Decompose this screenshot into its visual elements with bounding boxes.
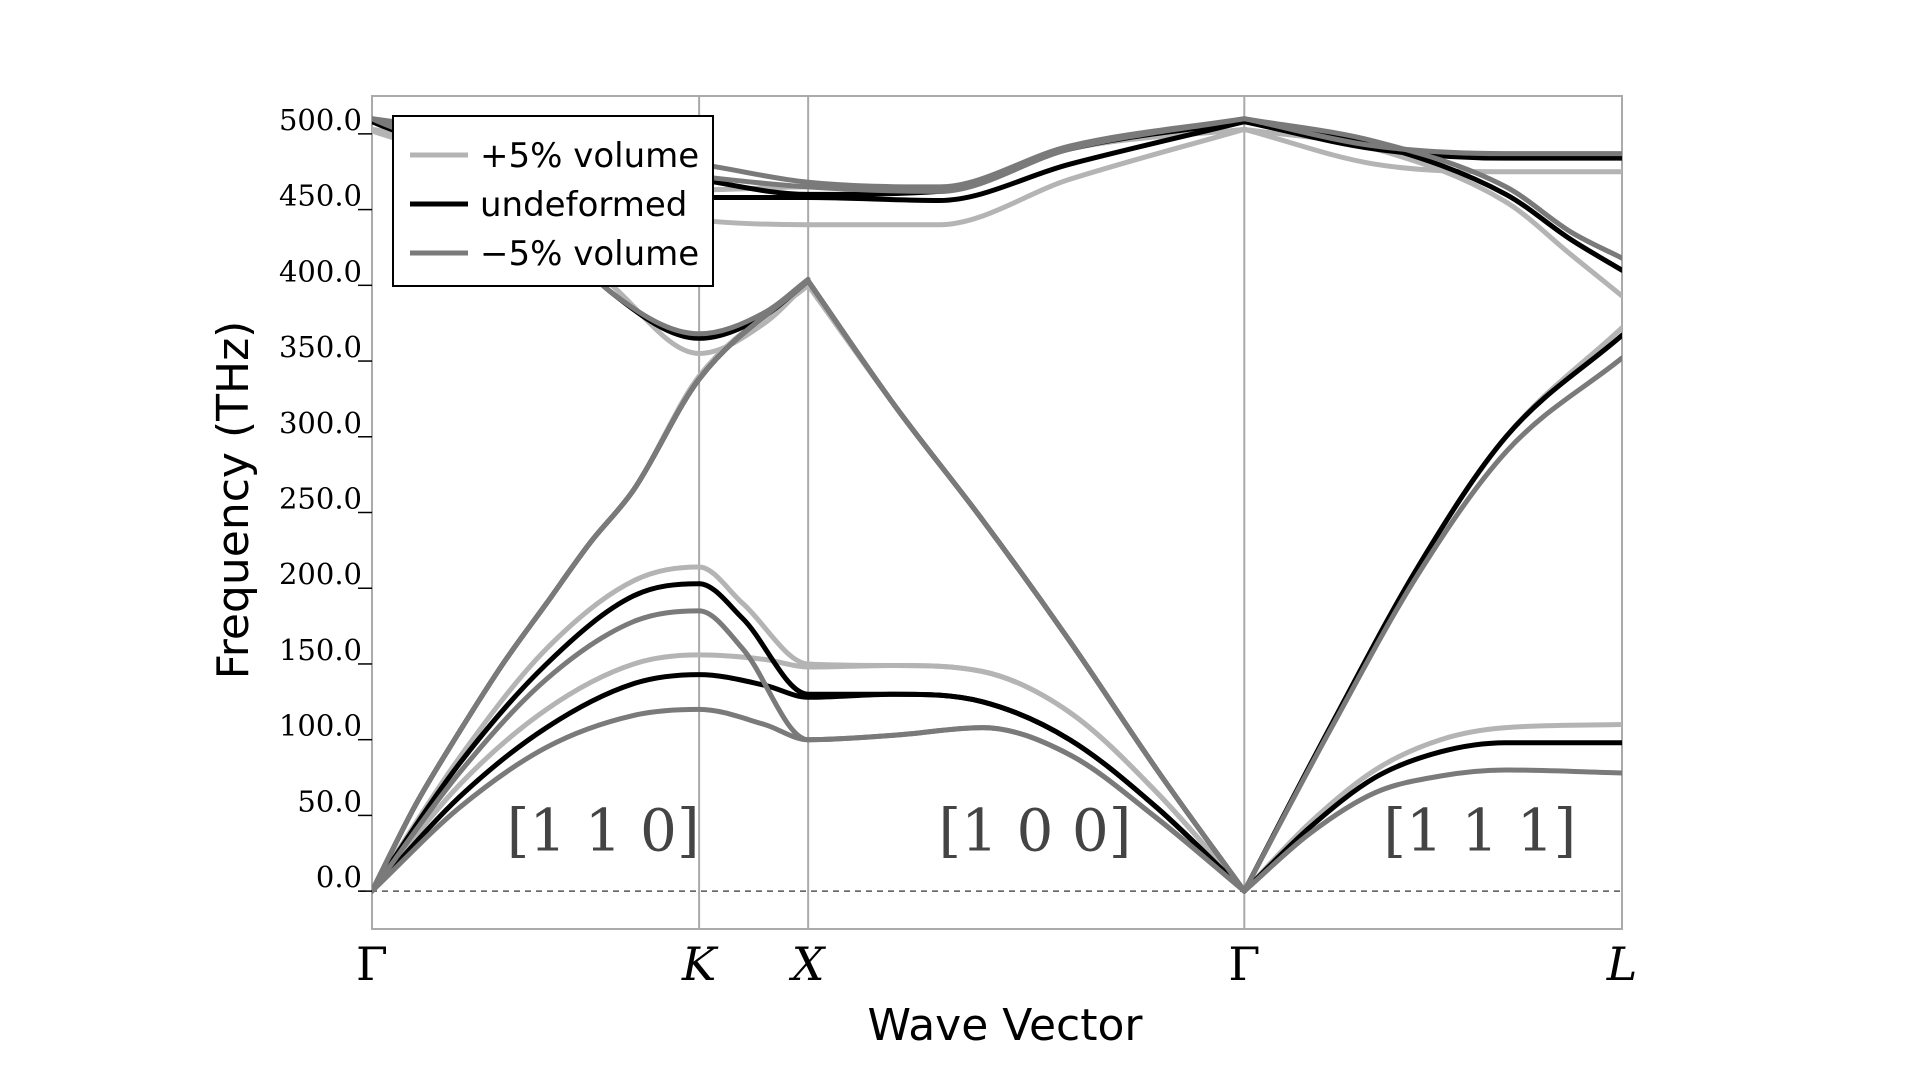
legend: +5% volume undeformed −5% volume [392,115,714,287]
series-2-branch-5 [1241,767,1622,894]
series-1-branch-10 [1241,119,1622,273]
series-2-branch-10 [1241,116,1622,261]
legend-entry: undeformed [480,185,687,225]
y-tick-label: 0.0 [316,860,362,894]
legend-entry: −5% volume [480,234,699,274]
series-0-branch-4 [372,652,1247,894]
x-axis-label: Wave Vector [868,1000,1144,1051]
series-2-branch-0 [372,278,811,894]
y-tick-label: 400.0 [279,254,362,288]
y-tick-label: 200.0 [279,557,362,591]
series-0-branch-5 [1241,722,1622,894]
y-axis-ticks: 0.0 50.0 100.0 150.0 200.0 250.0 300.0 350.0 400… [279,103,372,894]
series-2-branch-1 [805,278,1247,894]
y-tick-label: 250.0 [279,482,362,516]
series-layer [372,116,1622,894]
y-tick-label: 500.0 [279,103,362,137]
series-1-branch-9 [1241,119,1622,161]
x-tick-label: X [789,937,827,991]
legend-items: +5% volume undeformed −5% volume [410,136,699,274]
x-tick-label: Γ [356,937,388,991]
y-tick-label: 300.0 [279,406,362,440]
y-tick-label: 150.0 [279,633,362,667]
y-tick-label: 100.0 [279,709,362,743]
direction-label: [1 0 0] [939,797,1132,865]
direction-label: [1 1 1] [1383,797,1576,865]
series-1-branch-5 [1241,740,1622,894]
direction-labels: [1 1 0] [1 0 0] [1 1 1] [507,797,1577,865]
series-2-branch-4 [372,706,1247,894]
series-1-branch-4 [372,672,1247,894]
x-tick-label: K [681,937,719,991]
direction-label: [1 1 0] [507,797,700,865]
x-tick-label: Γ [1228,937,1260,991]
y-tick-label: 50.0 [297,784,362,818]
legend-entry: +5% volume [480,136,699,176]
y-axis-label: Frequency (THz) [208,321,259,680]
x-tick-label: L [1606,937,1638,991]
legend-box [392,115,714,287]
series-2-branch-9 [1241,116,1622,157]
y-tick-label: 350.0 [279,330,362,364]
series-2-branch-2 [1241,355,1622,894]
y-tick-label: 450.0 [279,179,362,213]
